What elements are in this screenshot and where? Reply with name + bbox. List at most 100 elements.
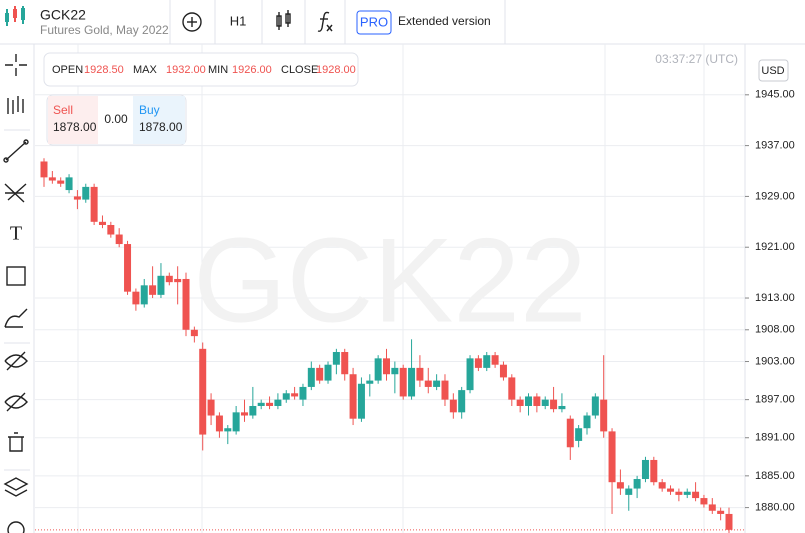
y-tick-label: 1897.00 <box>755 394 795 406</box>
candle-body <box>240 412 248 416</box>
y-tick-label: 1937.00 <box>755 140 795 152</box>
candle-body <box>566 418 574 448</box>
candle-body <box>491 355 499 365</box>
grid <box>35 44 745 533</box>
currency-box[interactable] <box>758 59 789 82</box>
candle-body <box>600 399 608 432</box>
candle-body <box>667 488 675 492</box>
symbol: GCK22 <box>40 7 86 23</box>
candle-body <box>40 161 48 178</box>
candle-body <box>224 428 232 432</box>
lock-tool[interactable] <box>7 521 25 533</box>
candle-body <box>124 244 132 292</box>
candle-body <box>65 177 73 191</box>
y-tick-label: 1880.00 <box>755 502 795 514</box>
candle-body <box>332 352 340 365</box>
candles-tool[interactable] <box>7 96 24 114</box>
buy-price[interactable]: 1878.00 <box>139 120 183 134</box>
chart-type-button[interactable] <box>276 10 291 30</box>
candle-body <box>675 491 683 495</box>
text-tool[interactable]: T <box>10 223 22 245</box>
spread: 0.00 <box>104 112 128 126</box>
y-tick-label: 1945.00 <box>755 89 795 101</box>
candle-body <box>633 479 641 489</box>
crosshair-tool[interactable] <box>5 54 27 76</box>
watermark: GCK22 <box>193 214 587 348</box>
interval-button[interactable]: H1 <box>230 13 247 28</box>
candle-body <box>441 380 449 400</box>
candle-body <box>182 278 190 330</box>
y-tick-label: 1913.00 <box>755 292 795 304</box>
candle-body <box>700 498 708 505</box>
fib-tool[interactable] <box>4 183 27 203</box>
candle-body <box>90 186 98 222</box>
buy-label[interactable]: Buy <box>139 103 160 117</box>
pro-label[interactable]: PRO <box>360 14 388 29</box>
candle-body <box>199 348 207 435</box>
sell-price[interactable]: 1878.00 <box>53 120 97 134</box>
candle-body <box>366 380 374 384</box>
shape-tool[interactable] <box>6 266 26 286</box>
left-toolbar: T <box>3 54 30 533</box>
candle-body <box>641 459 649 480</box>
candle-body <box>190 329 198 337</box>
candle-body <box>458 390 466 413</box>
candle-body <box>474 358 482 368</box>
candle-body <box>107 224 115 235</box>
candle-body <box>324 364 332 381</box>
candle-body <box>717 510 725 514</box>
line-tool[interactable] <box>3 139 29 163</box>
candle-body <box>157 275 165 295</box>
plot <box>35 158 745 533</box>
ohlc-box <box>43 52 359 87</box>
sell-label[interactable]: Sell <box>53 103 73 117</box>
candle-body <box>174 278 182 283</box>
ohlc-value: 1928.00 <box>316 64 356 76</box>
candle-body <box>291 393 299 397</box>
candle-body <box>299 386 307 400</box>
ohlc-label: MIN <box>208 64 228 76</box>
candle-body <box>115 234 123 245</box>
candle-body <box>725 513 733 530</box>
layers-tool[interactable] <box>3 477 29 497</box>
y-tick-label: 1903.00 <box>755 355 795 367</box>
indicators-button[interactable] <box>317 11 333 32</box>
clock: 03:37:27 (UTC) <box>655 52 738 66</box>
candle-body <box>416 367 424 381</box>
currency[interactable]: USD <box>761 65 784 77</box>
candle-body <box>433 380 441 387</box>
ohlc-value: 1928.50 <box>84 64 124 76</box>
candle-body <box>483 355 491 368</box>
buy-button[interactable] <box>133 96 185 144</box>
candle-body <box>249 405 257 416</box>
candle-body <box>608 431 616 483</box>
hide-levels-tool[interactable] <box>4 392 28 412</box>
y-tick-label: 1908.00 <box>755 324 795 336</box>
candle-body <box>449 399 457 413</box>
compare-button[interactable] <box>182 12 202 32</box>
candle-body <box>132 291 140 305</box>
candle-body <box>282 393 290 400</box>
y-tick-label: 1921.00 <box>755 241 795 253</box>
y-tick-label: 1891.00 <box>755 432 795 444</box>
candle-body <box>575 428 583 441</box>
candle-body <box>207 399 215 416</box>
delete-all-tool[interactable] <box>8 432 24 452</box>
pro-badge[interactable] <box>356 10 392 35</box>
candle-body <box>499 364 507 378</box>
candle-body <box>349 374 357 419</box>
ohlc-label: MAX <box>133 64 158 76</box>
candle-body <box>692 491 700 499</box>
candle-body <box>466 358 474 391</box>
sell-button[interactable] <box>48 96 98 144</box>
candle-body <box>357 383 365 419</box>
candle-body <box>316 367 324 381</box>
ohlc-value: 1926.00 <box>232 64 272 76</box>
brush-tool[interactable] <box>4 308 28 328</box>
candle-body <box>616 482 624 489</box>
extended-version[interactable]: Extended version <box>398 14 491 28</box>
candle-body <box>516 399 524 406</box>
hide-tool[interactable] <box>4 351 28 371</box>
candle-body <box>591 396 599 416</box>
